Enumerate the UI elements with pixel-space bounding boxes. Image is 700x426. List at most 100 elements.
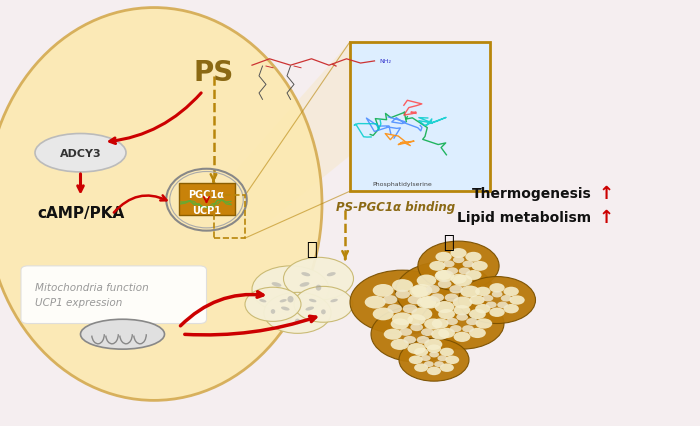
Circle shape xyxy=(440,348,454,357)
Text: Lipid metabolism: Lipid metabolism xyxy=(457,210,592,224)
Circle shape xyxy=(427,345,441,353)
Circle shape xyxy=(392,313,413,325)
Circle shape xyxy=(410,286,429,298)
Circle shape xyxy=(435,271,454,282)
Circle shape xyxy=(420,298,504,349)
Circle shape xyxy=(469,296,484,305)
Ellipse shape xyxy=(305,307,314,311)
Circle shape xyxy=(450,325,461,332)
Circle shape xyxy=(482,295,493,302)
Circle shape xyxy=(447,268,458,275)
Circle shape xyxy=(443,261,454,268)
Ellipse shape xyxy=(309,299,316,302)
Ellipse shape xyxy=(321,310,326,315)
Circle shape xyxy=(421,355,430,361)
Circle shape xyxy=(466,318,478,325)
Circle shape xyxy=(430,294,444,302)
Circle shape xyxy=(456,314,468,321)
Circle shape xyxy=(414,363,428,372)
Text: PS-PGC1α binding: PS-PGC1α binding xyxy=(336,200,455,213)
Circle shape xyxy=(245,288,301,322)
Ellipse shape xyxy=(300,282,309,287)
Text: 🔥: 🔥 xyxy=(442,234,454,252)
Circle shape xyxy=(400,328,412,336)
Circle shape xyxy=(424,339,442,350)
Text: ADCY3: ADCY3 xyxy=(60,148,102,158)
Text: ↑: ↑ xyxy=(598,208,614,226)
Ellipse shape xyxy=(288,296,293,303)
Circle shape xyxy=(435,301,454,313)
Circle shape xyxy=(486,302,496,308)
Circle shape xyxy=(410,324,423,331)
Circle shape xyxy=(416,297,436,309)
Ellipse shape xyxy=(327,273,336,276)
Circle shape xyxy=(450,248,467,258)
Circle shape xyxy=(427,367,441,375)
Ellipse shape xyxy=(330,299,338,302)
Circle shape xyxy=(426,285,440,294)
Circle shape xyxy=(475,287,491,296)
Circle shape xyxy=(284,258,354,300)
Ellipse shape xyxy=(271,309,275,314)
Bar xyxy=(350,43,490,192)
Circle shape xyxy=(454,305,470,316)
Circle shape xyxy=(252,266,329,313)
Circle shape xyxy=(424,319,442,330)
Circle shape xyxy=(395,262,493,322)
Circle shape xyxy=(416,336,429,344)
Circle shape xyxy=(409,356,423,364)
Circle shape xyxy=(453,275,473,287)
Ellipse shape xyxy=(35,134,126,173)
Circle shape xyxy=(412,308,433,321)
Circle shape xyxy=(438,355,447,361)
FancyBboxPatch shape xyxy=(21,266,206,324)
Circle shape xyxy=(395,290,410,299)
Circle shape xyxy=(454,332,470,342)
Text: PGC1α: PGC1α xyxy=(188,190,225,200)
Circle shape xyxy=(418,242,499,291)
Circle shape xyxy=(503,304,519,314)
Circle shape xyxy=(500,295,512,302)
Circle shape xyxy=(434,361,444,367)
Circle shape xyxy=(444,294,458,302)
Circle shape xyxy=(466,271,482,280)
Text: 🔥: 🔥 xyxy=(306,240,317,258)
Circle shape xyxy=(407,314,426,325)
Circle shape xyxy=(371,307,462,362)
Circle shape xyxy=(407,343,426,354)
Circle shape xyxy=(402,305,417,314)
Circle shape xyxy=(445,356,459,364)
Circle shape xyxy=(414,348,428,357)
Circle shape xyxy=(391,339,409,350)
Circle shape xyxy=(429,261,445,271)
Circle shape xyxy=(438,328,455,338)
Circle shape xyxy=(384,329,402,340)
Circle shape xyxy=(387,305,402,314)
Circle shape xyxy=(469,309,486,320)
Circle shape xyxy=(421,328,434,336)
Circle shape xyxy=(475,304,491,314)
Circle shape xyxy=(429,352,439,358)
Circle shape xyxy=(383,295,398,304)
Circle shape xyxy=(469,328,486,338)
Circle shape xyxy=(350,271,455,334)
Circle shape xyxy=(419,296,440,309)
Bar xyxy=(214,196,245,239)
Circle shape xyxy=(449,285,463,294)
Ellipse shape xyxy=(259,299,267,303)
Circle shape xyxy=(438,280,452,288)
Circle shape xyxy=(450,274,467,284)
Text: cAMP/PKA: cAMP/PKA xyxy=(37,205,124,221)
Ellipse shape xyxy=(80,320,164,349)
Ellipse shape xyxy=(272,282,281,287)
Circle shape xyxy=(453,256,464,264)
Circle shape xyxy=(435,252,452,262)
Circle shape xyxy=(407,296,422,305)
Text: Thermogenesis: Thermogenesis xyxy=(472,187,592,201)
Circle shape xyxy=(432,319,449,329)
Circle shape xyxy=(453,297,473,309)
Circle shape xyxy=(372,308,393,321)
Circle shape xyxy=(460,286,480,298)
Circle shape xyxy=(399,339,469,381)
Circle shape xyxy=(391,319,409,330)
